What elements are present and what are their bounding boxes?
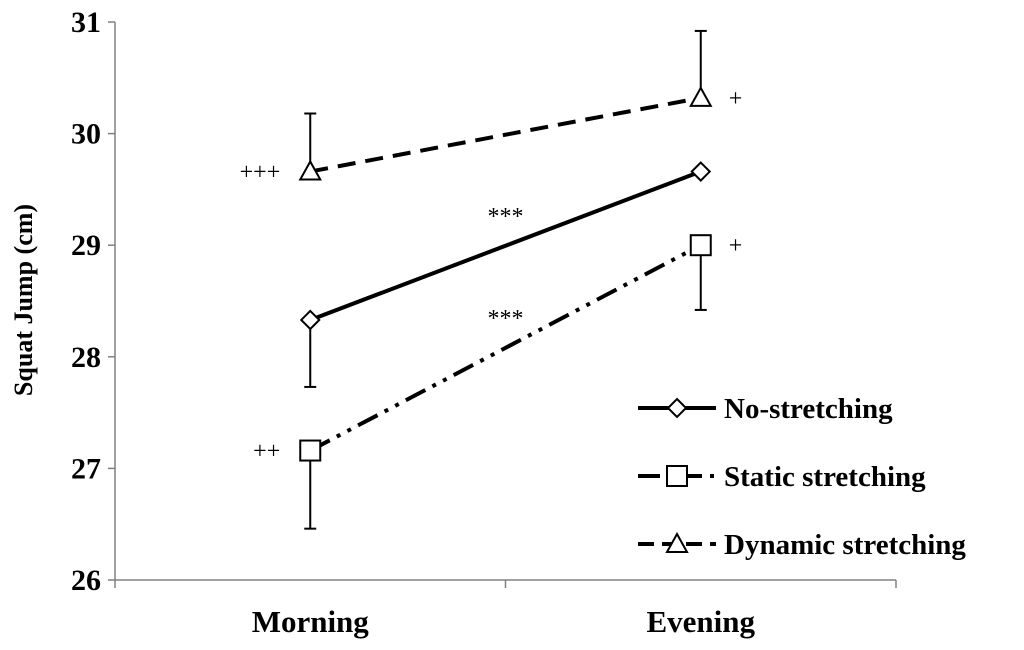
legend-marker-square xyxy=(666,465,688,487)
data-point-evening xyxy=(689,85,713,107)
legend-label: Dynamic stretching xyxy=(724,529,966,561)
x-category-label-evening: Evening xyxy=(646,604,755,639)
y-tick-label: 26 xyxy=(71,564,101,597)
y-tick-label: 28 xyxy=(71,341,101,374)
data-point-evening xyxy=(689,234,712,257)
legend-item-dynamic-stretching: Dynamic stretching xyxy=(638,529,966,561)
legend-marker-triangle xyxy=(665,531,689,553)
y-tick-label: 29 xyxy=(71,229,101,262)
x-category-label-morning: Morning xyxy=(252,604,370,639)
series-no-stretching xyxy=(299,161,712,388)
series-layer xyxy=(298,29,713,530)
annotations: +++++++****** xyxy=(240,86,743,465)
data-point-morning xyxy=(298,159,322,181)
significance-marker: *** xyxy=(488,204,524,230)
y-tick-label: 30 xyxy=(71,118,101,151)
legend-label: Static stretching xyxy=(724,461,926,493)
significance-marker: + xyxy=(729,233,743,259)
y-ticks: 26 27 28 29 30 31 xyxy=(71,6,115,597)
series-line xyxy=(309,169,702,322)
significance-marker: *** xyxy=(488,306,524,332)
axes: Squat Jump (cm) xyxy=(9,22,896,581)
y-axis-title: Squat Jump (cm) xyxy=(9,204,38,396)
series-line xyxy=(309,95,702,174)
significance-marker: + xyxy=(729,86,743,112)
series-line xyxy=(309,243,702,453)
series-dynamic-stretching xyxy=(298,29,713,181)
series-static-stretching xyxy=(299,234,712,530)
significance-marker: ++ xyxy=(253,439,280,465)
y-tick-label: 27 xyxy=(71,452,101,485)
legend-marker-diamond xyxy=(666,397,688,419)
data-point-evening xyxy=(690,161,712,182)
x-ticks: Morning Evening xyxy=(114,580,897,639)
significance-marker: +++ xyxy=(240,160,281,186)
data-point-morning xyxy=(299,439,322,462)
legend-item-static-stretching: Static stretching xyxy=(638,461,926,493)
legend: No-stretching Static stretching Dynamic st… xyxy=(638,393,966,561)
legend-label: No-stretching xyxy=(724,393,893,425)
data-point-morning xyxy=(299,309,321,331)
y-tick-label: 31 xyxy=(71,6,101,39)
legend-item-no-stretching: No-stretching xyxy=(638,393,893,425)
